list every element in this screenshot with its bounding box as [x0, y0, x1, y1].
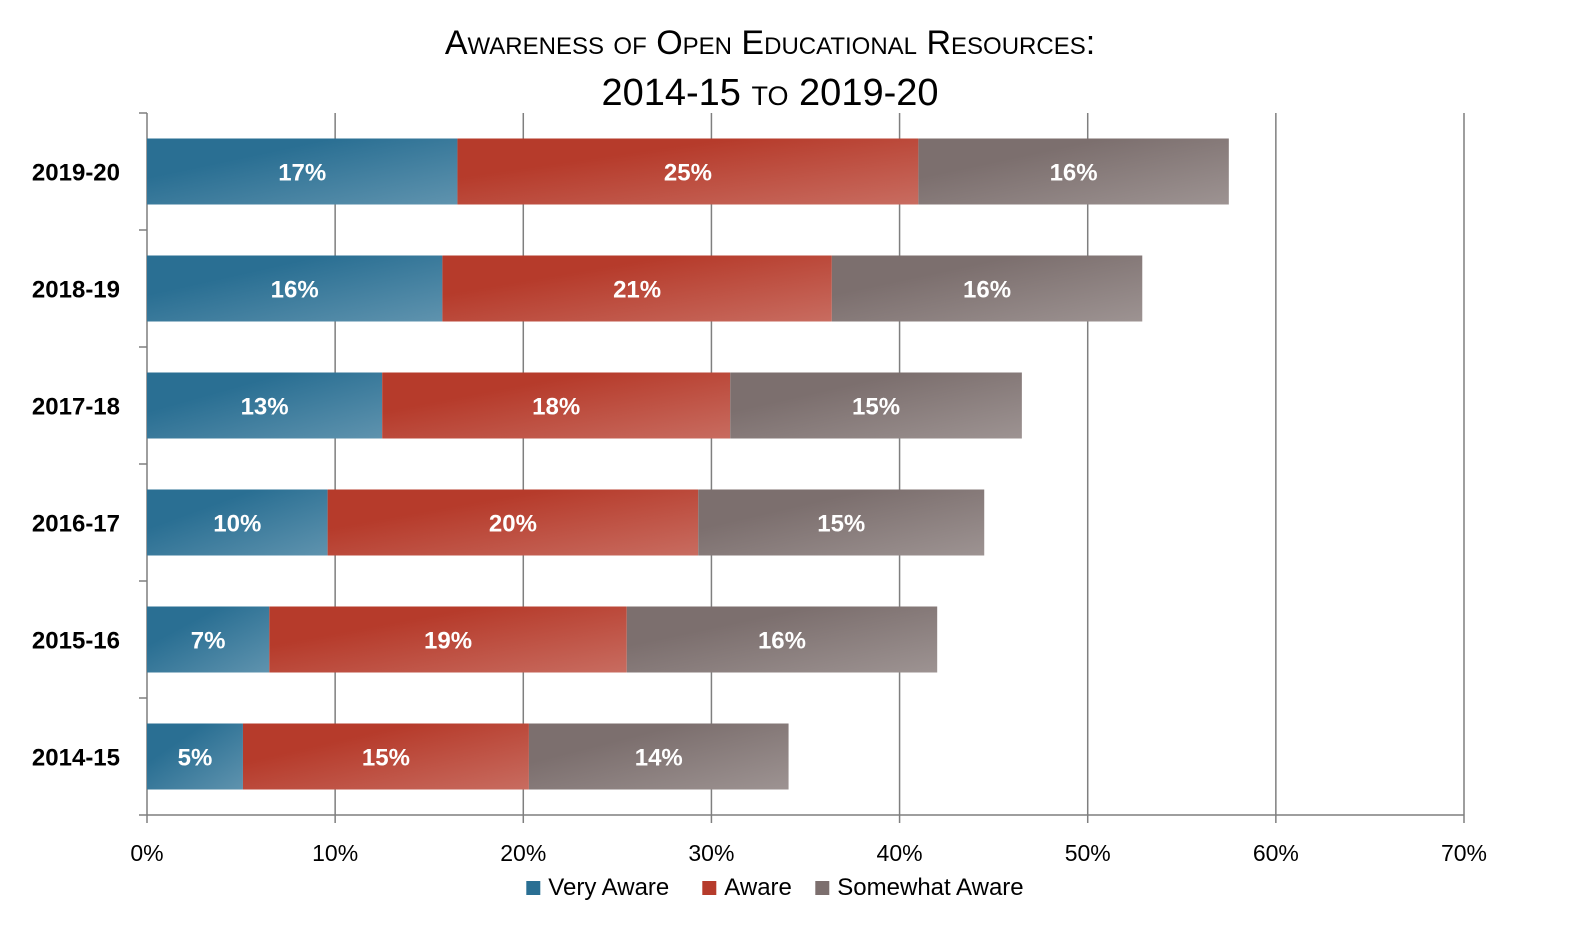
x-tick-label-5: 50% — [1065, 840, 1111, 866]
bar-somewhat-aware-2016-17 — [698, 489, 985, 556]
chart-title-line-2: 2014-15 to 2019-20 — [601, 72, 939, 114]
bar-very-aware-2016-17 — [147, 489, 328, 556]
bar-aware-2019-20 — [457, 138, 919, 205]
data-label-somewhat-aware-2014-15: 14% — [635, 745, 683, 772]
bar-aware-2016-17 — [327, 489, 699, 556]
data-label-aware-2017-18: 18% — [532, 394, 580, 421]
y-tick-label-2014-15: 2014-15 — [32, 745, 120, 772]
data-label-aware-2015-16: 19% — [424, 628, 472, 655]
y-tick-label-2015-16: 2015-16 — [32, 628, 120, 655]
data-label-very-aware-2014-15: 5% — [178, 745, 213, 772]
data-label-aware-2016-17: 20% — [489, 511, 537, 538]
bar-very-aware-2015-16 — [147, 606, 270, 673]
data-labels: 17% 25% 16% 16% 21% 16% 13% 18% 15% 10% 20% 15% 7% 19… — [178, 160, 1098, 772]
legend-swatch-very-aware — [526, 881, 541, 895]
bar-somewhat-aware-2014-15 — [528, 723, 789, 790]
data-label-very-aware-2019-20: 17% — [278, 160, 326, 187]
y-tick-label-2017-18: 2017-18 — [32, 394, 120, 421]
y-tick-label-2016-17: 2016-17 — [32, 511, 120, 538]
grid-lines — [334, 113, 1465, 815]
data-label-somewhat-aware-2016-17: 15% — [817, 511, 865, 538]
data-label-very-aware-2017-18: 13% — [241, 394, 289, 421]
bars — [147, 138, 1229, 790]
bar-very-aware-2018-19 — [147, 255, 443, 322]
legend-swatch-somewhat-aware — [815, 881, 830, 895]
bar-very-aware-2014-15 — [147, 723, 243, 790]
x-tick-label-2: 20% — [500, 840, 546, 866]
axes: 0% 10% 20% 30% 40% 50% 60% 70% 2019-20 2018-19 201… — [32, 112, 1487, 866]
x-tick-label-0: 0% — [130, 840, 163, 866]
bar-very-aware-2017-18 — [147, 372, 383, 439]
x-tick-label-6: 60% — [1253, 840, 1299, 866]
bar-aware-2017-18 — [382, 372, 731, 439]
bar-somewhat-aware-2015-16 — [626, 606, 938, 673]
data-label-somewhat-aware-2019-20: 16% — [1050, 160, 1098, 187]
legend-label-very-aware: Very Aware — [548, 874, 669, 901]
data-label-somewhat-aware-2015-16: 16% — [758, 628, 806, 655]
x-tick-label-4: 40% — [877, 840, 923, 866]
x-tick-label-7: 70% — [1441, 840, 1487, 866]
legend-swatch-aware — [702, 881, 717, 895]
data-label-aware-2019-20: 25% — [664, 160, 712, 187]
bar-somewhat-aware-2017-18 — [730, 372, 1022, 439]
x-tick-label-3: 30% — [688, 840, 734, 866]
data-label-aware-2014-15: 15% — [362, 745, 410, 772]
y-tick-label-2019-20: 2019-20 — [32, 160, 120, 187]
legend: Very Aware Aware Somewhat Aware — [526, 874, 1024, 901]
data-label-somewhat-aware-2018-19: 16% — [963, 277, 1011, 304]
data-label-somewhat-aware-2017-18: 15% — [852, 394, 900, 421]
bar-somewhat-aware-2019-20 — [918, 138, 1229, 205]
legend-label-aware: Aware — [724, 874, 792, 901]
chart-title-line-1: Awareness of Open Educational Resources: — [444, 24, 1096, 62]
data-label-very-aware-2015-16: 7% — [191, 628, 226, 655]
data-label-very-aware-2016-17: 10% — [213, 511, 261, 538]
data-label-aware-2018-19: 21% — [613, 277, 661, 304]
bar-aware-2014-15 — [242, 723, 529, 790]
data-label-very-aware-2018-19: 16% — [271, 277, 319, 304]
bar-somewhat-aware-2018-19 — [831, 255, 1143, 322]
bar-aware-2018-19 — [442, 255, 832, 322]
bar-very-aware-2019-20 — [147, 138, 458, 205]
y-tick-label-2018-19: 2018-19 — [32, 277, 120, 304]
x-tick-label-1: 10% — [312, 840, 358, 866]
bar-aware-2015-16 — [269, 606, 627, 673]
legend-label-somewhat-aware: Somewhat Aware — [837, 874, 1023, 901]
